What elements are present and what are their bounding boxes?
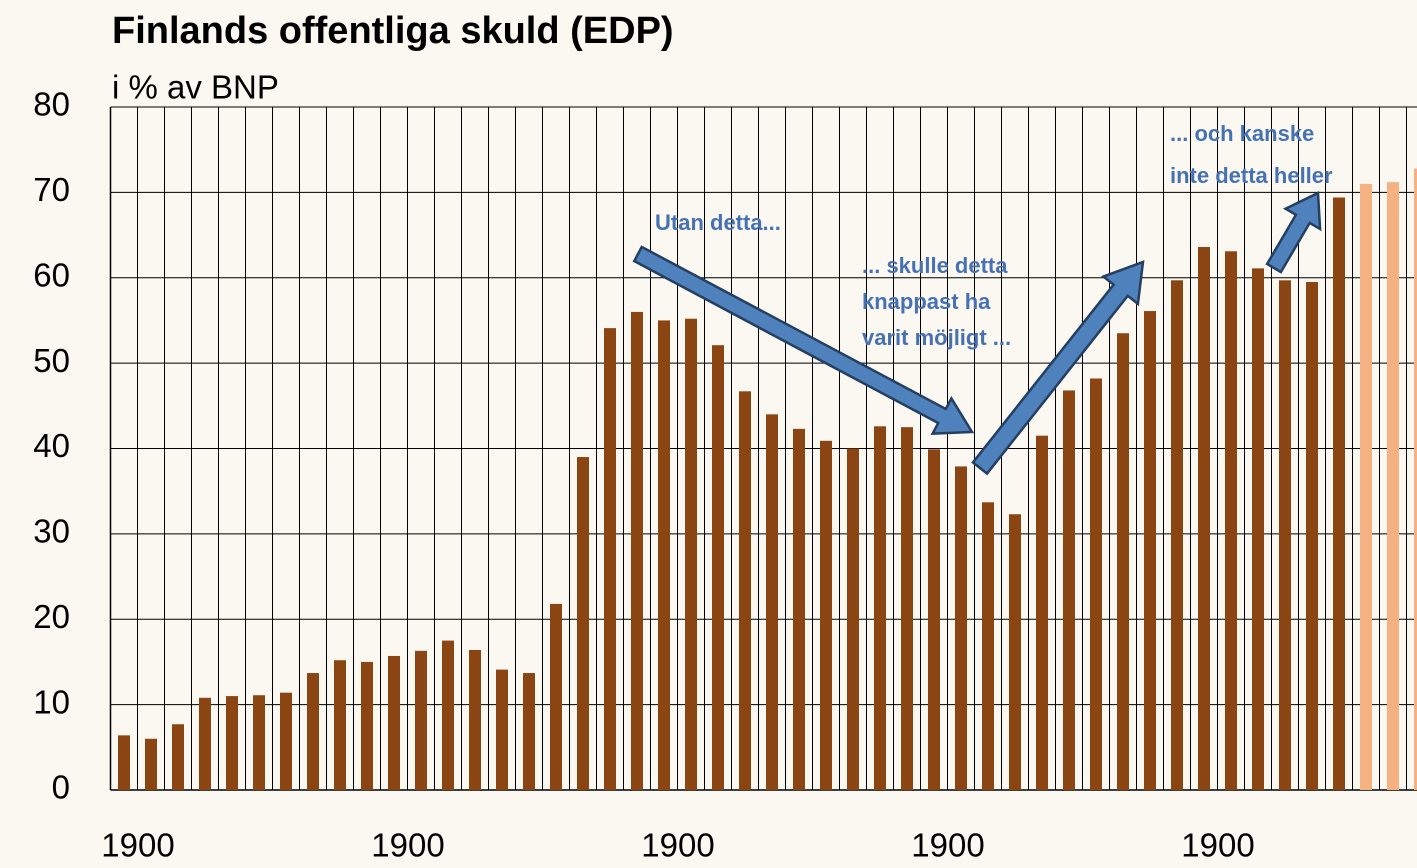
bar <box>550 603 562 790</box>
bar <box>1036 435 1048 790</box>
bar <box>739 391 751 790</box>
bar <box>280 692 292 790</box>
y-tick-label: 50 <box>33 342 70 379</box>
labels: 0 10 20 30 40 50 60 70 80 1900 1900 1900 1900 1900 Uta… <box>33 86 1333 864</box>
bar <box>1279 280 1291 790</box>
y-tick-label: 80 <box>33 86 70 123</box>
x-tick-label: 1900 <box>1181 827 1254 864</box>
bar <box>145 738 157 790</box>
bar <box>388 655 400 790</box>
bar <box>496 669 508 790</box>
bar <box>604 328 616 790</box>
y-tick-label: 20 <box>33 598 70 635</box>
bar <box>928 449 940 790</box>
arrow <box>1265 191 1322 274</box>
bar <box>1117 333 1129 790</box>
x-tick-label: 1900 <box>101 827 174 864</box>
bar <box>118 735 130 790</box>
chart-title: Finlands offentliga skuld (EDP) <box>112 10 674 52</box>
bar <box>955 466 967 790</box>
x-tick-label: 1900 <box>911 827 984 864</box>
chart-subtitle: i % av BNP <box>112 69 279 106</box>
bar <box>1252 268 1264 790</box>
y-tick-label: 30 <box>33 513 70 550</box>
annotation: Utan detta... <box>655 210 781 235</box>
annotation: ... och kanske <box>1170 121 1314 146</box>
bar <box>469 649 481 790</box>
bar <box>577 457 589 790</box>
bar <box>1063 390 1075 790</box>
bar <box>172 724 184 790</box>
bar <box>793 428 805 790</box>
arrows <box>632 191 1322 476</box>
bar <box>253 695 265 790</box>
bar <box>901 427 913 790</box>
bar <box>847 448 859 790</box>
bar <box>1009 514 1021 790</box>
bar <box>1360 183 1372 790</box>
bar <box>442 640 454 790</box>
bar <box>1387 182 1399 790</box>
bar <box>199 697 211 790</box>
bar <box>1171 280 1183 790</box>
bar <box>523 673 535 790</box>
bar <box>712 345 724 790</box>
bar <box>658 320 670 790</box>
annotation: knappast ha <box>862 289 991 314</box>
bar <box>1414 168 1417 791</box>
x-tick-label: 1900 <box>371 827 444 864</box>
x-tick-label: 1900 <box>641 827 714 864</box>
y-tick-label: 40 <box>33 427 70 464</box>
bar <box>1144 311 1156 790</box>
bar <box>982 502 994 790</box>
bar <box>334 660 346 790</box>
arrow <box>971 260 1145 476</box>
y-tick-label: 60 <box>33 256 70 293</box>
bars <box>118 168 1417 791</box>
annotation: inte detta heller <box>1170 163 1333 188</box>
y-tick-label: 70 <box>33 171 70 208</box>
bar <box>307 673 319 790</box>
annotation: ... skulle detta <box>862 253 1008 278</box>
y-tick-label: 10 <box>33 683 70 720</box>
bar <box>1090 378 1102 790</box>
bar <box>631 311 643 790</box>
arrow <box>632 245 975 436</box>
annotation: varit möjligt ... <box>862 325 1011 350</box>
bar <box>874 426 886 790</box>
bar <box>685 318 697 790</box>
bar <box>1198 247 1210 790</box>
bar <box>226 696 238 790</box>
bar <box>361 661 373 790</box>
bar <box>1225 251 1237 790</box>
y-tick-label: 0 <box>52 769 70 806</box>
bar <box>415 650 427 790</box>
bar <box>1333 197 1345 790</box>
bar <box>766 414 778 790</box>
bar <box>1306 282 1318 790</box>
bar <box>820 440 832 790</box>
